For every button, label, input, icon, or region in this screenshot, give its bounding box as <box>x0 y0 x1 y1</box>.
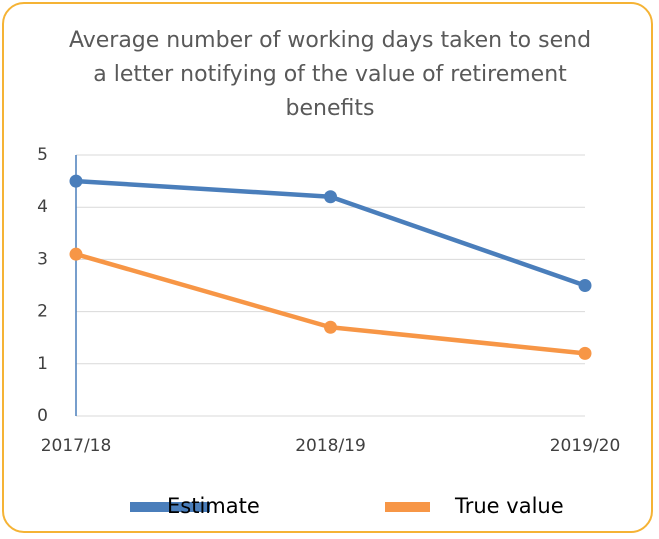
data-point <box>69 247 83 261</box>
y-tick-label: 0 <box>37 406 48 426</box>
y-tick-label: 4 <box>37 197 48 217</box>
y-tick-label: 1 <box>37 354 48 374</box>
data-point <box>324 320 337 334</box>
legend-swatch <box>385 502 430 512</box>
chart-title: Average number of working days taken to … <box>68 28 592 121</box>
data-point <box>324 190 337 204</box>
legend-swatch <box>130 502 210 512</box>
y-tick-label: 3 <box>37 249 48 269</box>
y-tick-label: 5 <box>37 145 48 165</box>
x-tick-label: 2017/18 <box>41 436 112 456</box>
data-point <box>578 346 592 360</box>
x-tick-label: 2019/20 <box>550 436 621 456</box>
x-tick-label: 2018/19 <box>295 436 366 456</box>
series-line <box>75 252 586 356</box>
data-point <box>578 279 592 292</box>
data-point <box>69 174 83 188</box>
legend-label: True value <box>454 494 564 518</box>
legend-label: Estimate <box>167 494 260 518</box>
y-tick-label: 2 <box>37 302 48 322</box>
chart-border <box>2 2 653 533</box>
